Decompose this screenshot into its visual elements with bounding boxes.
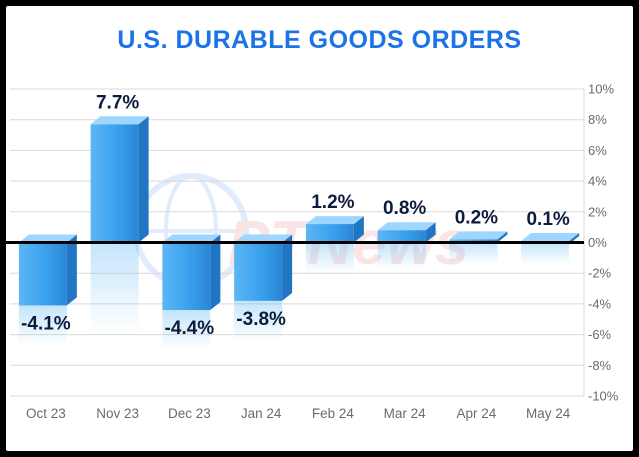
chart-panel: U.S. DURABLE GOODS ORDERS PTNews (6, 6, 633, 451)
data-label: -4.1% (21, 313, 71, 334)
chart-title: U.S. DURABLE GOODS ORDERS (117, 26, 522, 54)
bar-reflection (90, 242, 139, 333)
data-label: -3.8% (236, 309, 286, 330)
bar-front (18, 242, 67, 306)
y-tick-label: 0% (588, 235, 607, 250)
bar-front (90, 124, 139, 243)
bar-reflection (234, 300, 283, 341)
y-tick-label: 8% (588, 112, 607, 127)
bar (162, 234, 221, 311)
x-axis-ticks: Oct 23 Nov 23 Dec 23 Jan 24 Feb 24 Mar 24 Apr … (26, 406, 571, 421)
bar-side (425, 222, 436, 243)
y-tick-label: 4% (588, 174, 607, 189)
bar-side (66, 234, 77, 306)
bar-top (521, 232, 580, 241)
bar-side (138, 116, 149, 243)
bar (18, 234, 77, 306)
y-tick-label: 6% (588, 143, 607, 158)
bar-top (234, 234, 293, 243)
x-tick-label: Mar 24 (384, 406, 427, 421)
bar-top (449, 231, 508, 240)
x-tick-label: Nov 23 (96, 406, 139, 421)
bar (377, 222, 436, 243)
data-label: 0.2% (455, 207, 498, 228)
data-label: 7.7% (96, 92, 139, 113)
bar-front (234, 242, 283, 301)
bar-front (449, 239, 498, 243)
bar-top (305, 216, 364, 225)
x-tick-label: Oct 23 (26, 406, 66, 421)
bar-top (18, 234, 77, 243)
y-tick-label: -8% (588, 358, 612, 373)
bar (305, 216, 364, 243)
bar-top (377, 222, 436, 231)
bar-chart: PTNews 10%8%6%4%2%0%-2%-4%-6%-8%-10% -4.… (6, 82, 619, 421)
bar-front (377, 230, 426, 243)
x-tick-label: Feb 24 (312, 406, 355, 421)
bar-reflections (18, 242, 570, 351)
x-tick-label: Apr 24 (456, 406, 496, 421)
y-tick-label: -2% (588, 266, 612, 281)
bar-side (353, 216, 364, 243)
bar-side (282, 234, 293, 301)
data-label: 0.1% (526, 209, 569, 230)
bar (90, 116, 149, 243)
bar (234, 234, 293, 301)
y-tick-label: 10% (588, 82, 614, 97)
data-label: 1.2% (311, 192, 354, 213)
bar-side (497, 231, 508, 243)
y-tick-label: -6% (588, 327, 612, 342)
x-tick-label: Jan 24 (241, 406, 282, 421)
bar-top (162, 234, 221, 243)
x-tick-label: May 24 (526, 406, 571, 421)
bar-reflection (521, 242, 570, 265)
bar-reflection (18, 305, 67, 346)
bar-reflection (377, 242, 426, 270)
x-tick-label: Dec 23 (168, 406, 211, 421)
bar-reflection (305, 242, 354, 274)
y-tick-label: -10% (588, 389, 619, 404)
data-labels: -4.1% 7.7% -4.4% -3.8% 1.2% 0.8% 0.2% 0.1% (21, 92, 570, 339)
bar-reflection (162, 310, 211, 351)
bar (449, 231, 508, 243)
bar-front (162, 242, 211, 311)
y-tick-label: -4% (588, 296, 612, 311)
bar-front (305, 224, 354, 243)
data-label: -4.4% (165, 318, 215, 339)
data-label: 0.8% (383, 198, 426, 219)
bar-side (210, 234, 221, 311)
y-tick-label: 2% (588, 204, 607, 219)
bar-top (90, 116, 149, 125)
y-axis-ticks: 10% 8% 6% 4% 2% 0% -2% -4% -6% -8% -10% (588, 82, 619, 404)
bar-reflection (449, 242, 498, 265)
